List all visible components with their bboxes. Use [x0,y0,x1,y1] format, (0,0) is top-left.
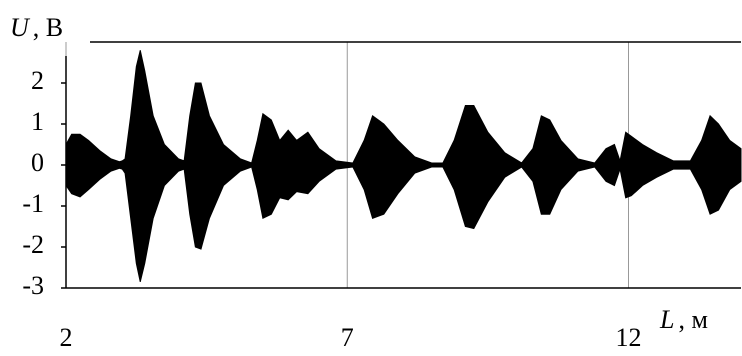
x-tick-label: 2 [60,323,73,352]
x-tick-label: 7 [341,323,354,352]
x-axis-unit: , м [678,305,707,334]
signal-envelope [65,164,742,282]
x-tick-label: 12 [616,323,642,352]
y-axis-symbol: U [10,13,31,42]
y-tick-label: 0 [31,148,44,177]
y-tick-label: 2 [31,66,44,95]
y-axis-label: U, В [10,13,63,42]
y-tick-label: -2 [22,230,44,259]
y-axis-unit: , В [33,13,63,42]
y-tick-label: 1 [31,107,44,136]
x-axis-symbol: L [659,305,674,334]
y-tick-label: -3 [22,271,44,300]
y-tick-label: -1 [22,189,44,218]
signal-envelope [65,50,742,166]
x-axis-label: L, м [659,305,708,334]
